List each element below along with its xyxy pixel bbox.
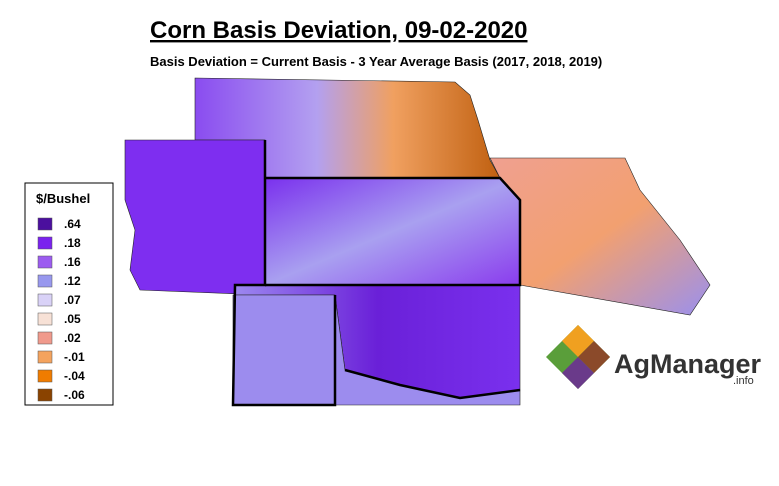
legend-swatch bbox=[37, 217, 53, 231]
logo: AgManager .info bbox=[546, 325, 762, 389]
legend-items: .64 .18 .16 .12 .07 .05 .02 -.01 -.04 -.06 bbox=[37, 217, 85, 402]
legend-swatch bbox=[37, 312, 53, 326]
legend-swatch bbox=[37, 255, 53, 269]
legend-swatch bbox=[37, 293, 53, 307]
legend-swatch bbox=[37, 274, 53, 288]
legend-label: .12 bbox=[64, 274, 81, 288]
logo-name: AgManager bbox=[614, 349, 762, 379]
logo-suffix: .info bbox=[733, 375, 754, 387]
legend-swatch bbox=[37, 388, 53, 402]
legend-label: -.01 bbox=[64, 350, 85, 364]
legend-label: -.06 bbox=[64, 388, 85, 402]
subtitle: Basis Deviation = Current Basis - 3 Year… bbox=[150, 54, 602, 69]
legend-swatch bbox=[37, 369, 53, 383]
legend-swatch bbox=[37, 350, 53, 364]
title: Corn Basis Deviation, 09-02-2020 bbox=[150, 17, 528, 44]
legend-label: .02 bbox=[64, 331, 81, 345]
map bbox=[124, 77, 711, 407]
legend-label: .07 bbox=[64, 293, 81, 307]
kansas bbox=[264, 177, 521, 286]
legend-swatch bbox=[37, 236, 53, 250]
legend-label: -.04 bbox=[64, 369, 85, 383]
legend-label: .05 bbox=[64, 312, 81, 326]
legend-label: .16 bbox=[64, 255, 81, 269]
legend-label: .64 bbox=[64, 217, 81, 231]
legend-title: $/Bushel bbox=[36, 191, 90, 206]
legend-label: .18 bbox=[64, 236, 81, 250]
missouri bbox=[489, 157, 711, 316]
colorado bbox=[124, 139, 266, 296]
legend-swatch bbox=[37, 331, 53, 345]
